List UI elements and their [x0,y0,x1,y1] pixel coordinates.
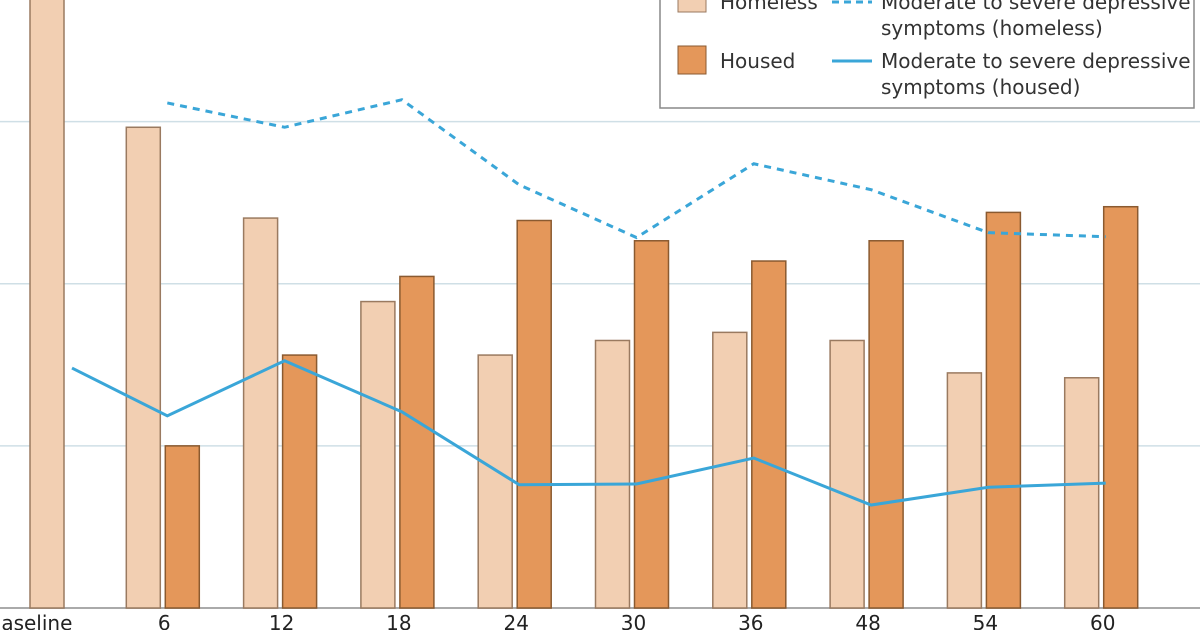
legend-label-housed: Housed [720,49,795,73]
legend-label-homeless: Homeless [720,0,818,14]
bar-housed [751,260,787,609]
legend-label-dep-homeless-1: Moderate to severe depressive [881,0,1191,14]
legend: Homeless Housed Moderate to severe depre… [659,0,1195,109]
bar-homeless [594,339,631,609]
x-tick-label: 18 [386,611,411,630]
line-depressive-housed [71,359,1106,507]
bar-housed [399,275,435,609]
legend-swatch-housed [677,45,707,75]
legend-box [659,0,1195,109]
bar-housed [164,445,201,609]
bar-homeless [1063,377,1100,609]
bar-housed [516,219,552,609]
bar-housed [985,211,1022,609]
x-tick-label: 48 [855,611,880,630]
x-tick-label: 6 [158,611,171,630]
bar-homeless [712,331,748,609]
bar-housed [281,354,318,609]
bar-homeless [477,354,513,609]
bar-housed [633,240,670,609]
bar-homeless [242,217,279,609]
x-tick-label: 30 [621,611,646,630]
bar-homeless [125,126,162,609]
x-tick-label: Baseline [0,611,72,630]
x-tick-label: 12 [269,611,294,630]
x-tick-label: 24 [503,611,528,630]
x-tick-label: 54 [973,611,998,630]
x-tick-label: 60 [1090,611,1115,630]
bar-homeless [829,339,865,609]
bar-homeless [29,0,65,609]
legend-label-dep-housed-1: Moderate to severe depressive [881,49,1191,73]
bar-housed [1102,205,1139,609]
bar-homeless [360,300,396,609]
x-tick-label: 36 [738,611,763,630]
bar-housed [868,240,904,609]
line-depressive-homeless [166,98,1106,240]
legend-label-dep-housed-2: symptoms (housed) [881,75,1080,99]
legend-label-dep-homeless-2: symptoms (homeless) [881,16,1103,40]
legend-swatch-homeless [677,0,707,13]
